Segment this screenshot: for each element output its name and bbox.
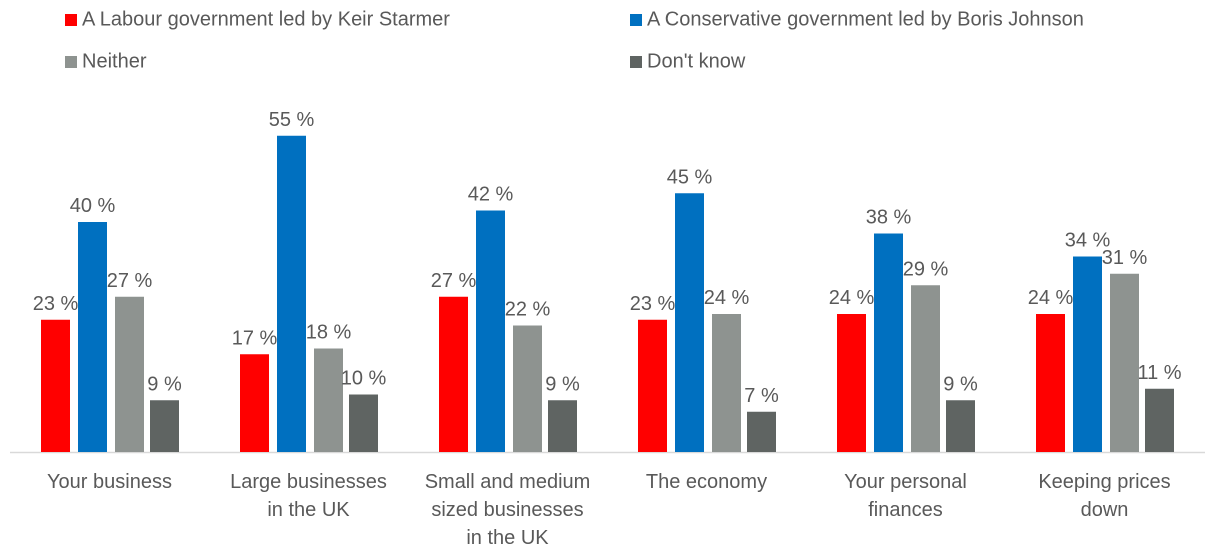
category-label-small-and-medium-sized-businesses-in-the-uk-line-3: in the UK <box>466 527 549 547</box>
bar-small-and-medium-sized-businesses-in-the-uk-a-labour-government-led-by-keir-starmer <box>439 296 468 452</box>
category-label-small-and-medium-sized-businesses-in-the-uk-line-2: sized businesses <box>431 499 583 521</box>
bar-the-economy-a-conservative-government-led-by-boris-johnson <box>675 193 704 452</box>
bar-large-businesses-in-the-uk-a-conservative-government-led-by-boris-johnson <box>277 135 306 452</box>
category-label-keeping-prices-down: Keeping prices <box>1038 471 1170 493</box>
data-label-the-economy-a-conservative-government-led-by-boris-johnson: 45 % <box>667 166 713 188</box>
legend-swatch-don-t-know <box>630 56 642 68</box>
category-label-the-economy: The economy <box>646 471 767 493</box>
legend-swatch-a-conservative-government-led-by-boris-johnson <box>630 14 642 26</box>
bar-your-personal-finances-a-conservative-government-led-by-boris-johnson <box>874 233 903 452</box>
data-label-the-economy-neither: 24 % <box>704 287 750 309</box>
data-label-keeping-prices-down-don-t-know: 11 % <box>1137 362 1181 384</box>
data-label-keeping-prices-down-neither: 31 % <box>1102 247 1148 269</box>
data-label-your-business-neither: 27 % <box>107 270 153 292</box>
bar-the-economy-don-t-know <box>747 411 776 452</box>
bar-keeping-prices-down-a-labour-government-led-by-keir-starmer <box>1036 314 1065 452</box>
bar-small-and-medium-sized-businesses-in-the-uk-a-conservative-government-led-by-boris-johnson <box>476 210 505 452</box>
data-label-large-businesses-in-the-uk-a-conservative-government-led-by-boris-johnson: 55 % <box>269 109 315 131</box>
category-label-large-businesses-in-the-uk-line-2: in the UK <box>267 499 350 521</box>
data-label-keeping-prices-down-a-labour-government-led-by-keir-starmer: 24 % <box>1028 287 1074 309</box>
bar-keeping-prices-down-a-conservative-government-led-by-boris-johnson <box>1073 256 1102 452</box>
data-label-large-businesses-in-the-uk-a-labour-government-led-by-keir-starmer: 17 % <box>232 327 278 349</box>
legend-label-neither: Neither <box>82 50 147 72</box>
data-label-your-personal-finances-a-labour-government-led-by-keir-starmer: 24 % <box>829 287 875 309</box>
data-label-keeping-prices-down-a-conservative-government-led-by-boris-johnson: 34 % <box>1065 230 1111 252</box>
bar-the-economy-a-labour-government-led-by-keir-starmer <box>638 319 667 452</box>
bar-the-economy-neither <box>712 314 741 452</box>
legend-label-a-conservative-government-led-by-boris-johnson: A Conservative government led by Boris J… <box>647 8 1084 30</box>
data-label-small-and-medium-sized-businesses-in-the-uk-don-t-know: 9 % <box>545 373 580 395</box>
category-label-your-business: Your business <box>47 471 172 493</box>
data-label-the-economy-a-labour-government-led-by-keir-starmer: 23 % <box>630 293 676 315</box>
legend-label-a-labour-government-led-by-keir-starmer: A Labour government led by Keir Starmer <box>82 8 450 30</box>
data-label-your-personal-finances-a-conservative-government-led-by-boris-johnson: 38 % <box>866 207 912 229</box>
data-label-small-and-medium-sized-businesses-in-the-uk-neither: 22 % <box>505 299 551 321</box>
data-label-large-businesses-in-the-uk-neither: 18 % <box>306 322 352 344</box>
data-label-your-personal-finances-neither: 29 % <box>903 258 949 280</box>
data-label-small-and-medium-sized-businesses-in-the-uk-a-labour-government-led-by-keir-starmer: 27 % <box>431 270 477 292</box>
bar-your-business-don-t-know <box>150 400 179 452</box>
bar-your-personal-finances-don-t-know <box>946 400 975 452</box>
bar-large-businesses-in-the-uk-neither <box>314 348 343 452</box>
data-label-your-business-don-t-know: 9 % <box>147 373 182 395</box>
bar-your-business-a-conservative-government-led-by-boris-johnson <box>78 222 107 452</box>
bar-your-business-neither <box>115 296 144 452</box>
category-label-your-personal-finances: Your personal <box>844 471 967 493</box>
bar-small-and-medium-sized-businesses-in-the-uk-neither <box>513 325 542 452</box>
legend-label-don-t-know: Don't know <box>647 50 746 72</box>
data-label-your-business-a-labour-government-led-by-keir-starmer: 23 % <box>33 293 79 315</box>
data-label-your-personal-finances-don-t-know: 9 % <box>943 373 978 395</box>
data-label-large-businesses-in-the-uk-don-t-know: 10 % <box>341 368 387 390</box>
legend: A Labour government led by Keir Starmer A… <box>65 8 1084 72</box>
plot-area: 23 % 40 % 27 % 9 % Your business 17 % 55 % 18 %… <box>10 109 1205 549</box>
category-label-large-businesses-in-the-uk: Large businesses <box>230 471 387 493</box>
bar-small-and-medium-sized-businesses-in-the-uk-don-t-know <box>548 400 577 452</box>
bar-your-personal-finances-neither <box>911 285 940 452</box>
data-label-small-and-medium-sized-businesses-in-the-uk-a-conservative-government-led-by-boris-johnson: 42 % <box>468 184 514 206</box>
bar-large-businesses-in-the-uk-don-t-know <box>349 394 378 452</box>
bar-your-personal-finances-a-labour-government-led-by-keir-starmer <box>837 314 866 452</box>
bar-large-businesses-in-the-uk-a-labour-government-led-by-keir-starmer <box>240 354 269 452</box>
category-label-your-personal-finances-line-2: finances <box>868 499 943 521</box>
category-label-keeping-prices-down-line-2: down <box>1081 499 1129 521</box>
bar-your-business-a-labour-government-led-by-keir-starmer <box>41 319 70 452</box>
data-label-your-business-a-conservative-government-led-by-boris-johnson: 40 % <box>70 195 116 217</box>
category-label-small-and-medium-sized-businesses-in-the-uk: Small and medium <box>425 471 591 493</box>
legend-swatch-a-labour-government-led-by-keir-starmer <box>65 14 77 26</box>
legend-swatch-neither <box>65 56 77 68</box>
bar-keeping-prices-down-don-t-know <box>1145 388 1174 452</box>
bar-keeping-prices-down-neither <box>1110 273 1139 452</box>
data-label-the-economy-don-t-know: 7 % <box>744 385 779 407</box>
